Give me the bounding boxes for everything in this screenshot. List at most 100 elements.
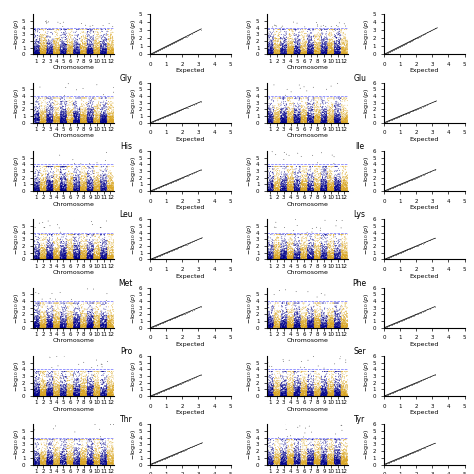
Point xyxy=(83,318,91,326)
Point xyxy=(84,255,92,262)
Point xyxy=(279,48,287,55)
Point xyxy=(156,183,164,191)
Point xyxy=(157,251,165,259)
Point xyxy=(73,118,81,125)
Point xyxy=(33,36,41,44)
Point xyxy=(342,242,350,250)
Point xyxy=(46,246,53,254)
Point xyxy=(73,321,81,328)
Point xyxy=(298,42,305,49)
Point xyxy=(300,436,308,444)
Point xyxy=(107,461,115,468)
Point xyxy=(86,306,94,314)
Point xyxy=(150,391,158,398)
Point xyxy=(41,253,49,260)
Point xyxy=(37,387,45,394)
Point xyxy=(385,117,393,124)
Point xyxy=(397,112,404,119)
Point xyxy=(335,386,343,393)
Point xyxy=(318,458,325,465)
Point xyxy=(102,50,109,57)
Point xyxy=(288,387,295,394)
Point xyxy=(398,42,405,49)
Point xyxy=(149,118,156,126)
Point xyxy=(293,119,301,127)
Point xyxy=(390,46,398,53)
Point xyxy=(44,252,51,259)
Point xyxy=(77,183,84,191)
Point xyxy=(149,323,157,330)
Point xyxy=(42,388,49,395)
Point xyxy=(155,321,162,328)
Point xyxy=(147,392,155,400)
Point xyxy=(93,385,100,393)
Point xyxy=(264,253,272,260)
Point xyxy=(392,182,399,190)
Point xyxy=(59,249,66,257)
Point xyxy=(157,319,164,327)
Point xyxy=(299,173,306,180)
Point xyxy=(310,116,318,123)
Point xyxy=(38,255,46,263)
Point xyxy=(155,320,163,328)
Point xyxy=(37,48,45,55)
Point xyxy=(285,316,293,323)
Point xyxy=(92,459,100,467)
Point xyxy=(320,40,328,48)
Point xyxy=(274,253,282,260)
Point xyxy=(109,113,117,121)
Point xyxy=(35,456,42,463)
Point xyxy=(300,453,308,460)
Point xyxy=(80,47,87,55)
Point xyxy=(149,118,156,126)
Point xyxy=(146,255,154,263)
Point xyxy=(68,44,76,51)
Point xyxy=(43,246,51,254)
Point xyxy=(322,47,329,55)
Point xyxy=(150,49,157,56)
Point xyxy=(263,107,271,114)
Point xyxy=(147,461,155,468)
Point xyxy=(301,387,308,395)
Point xyxy=(153,184,161,192)
Point xyxy=(390,320,397,328)
Point xyxy=(310,459,318,466)
Point xyxy=(152,458,160,466)
Point xyxy=(339,316,346,324)
Point xyxy=(38,392,46,400)
Point xyxy=(164,112,171,119)
Point xyxy=(283,389,290,397)
Point xyxy=(324,48,331,56)
Point xyxy=(381,255,389,263)
Point xyxy=(80,253,87,260)
Point xyxy=(323,105,330,113)
Point xyxy=(82,180,89,188)
Point xyxy=(35,49,42,57)
Point xyxy=(387,253,394,261)
Point xyxy=(381,392,388,400)
Point xyxy=(83,47,91,55)
Point xyxy=(303,187,311,194)
Point xyxy=(390,457,397,465)
Point xyxy=(169,178,177,185)
Point xyxy=(317,323,325,330)
Point xyxy=(95,49,103,56)
Point xyxy=(304,50,312,57)
Point xyxy=(399,111,406,118)
Point xyxy=(92,182,100,190)
Point xyxy=(279,313,286,321)
Point xyxy=(308,248,315,255)
Point xyxy=(295,113,303,121)
Point xyxy=(283,185,291,193)
Point xyxy=(60,49,67,57)
Point xyxy=(332,182,340,190)
Point xyxy=(148,187,156,194)
Point xyxy=(103,253,111,261)
Point xyxy=(310,453,317,461)
Point xyxy=(71,452,79,459)
Point xyxy=(105,255,113,263)
Point xyxy=(403,314,411,322)
Point xyxy=(151,48,158,56)
Point xyxy=(315,449,322,457)
Point xyxy=(416,377,423,385)
